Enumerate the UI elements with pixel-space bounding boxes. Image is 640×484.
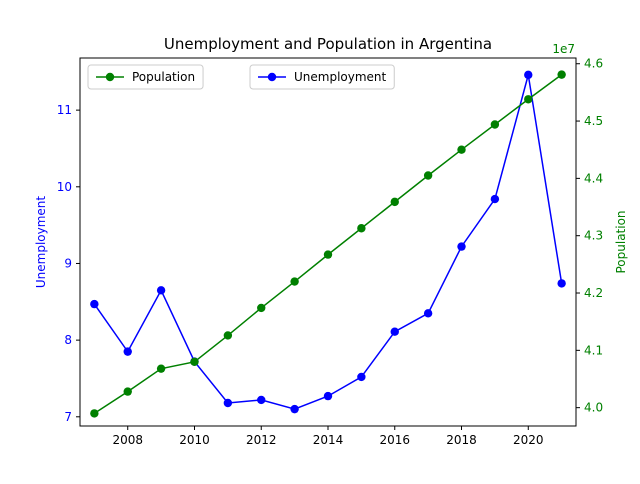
data-point-unemployment — [156, 286, 166, 295]
data-point-population — [190, 357, 199, 367]
data-point-population — [357, 224, 366, 233]
data-point-unemployment — [257, 395, 266, 405]
data-point-unemployment — [357, 372, 366, 382]
left-axis-label: Unemployment — [34, 196, 48, 289]
legend-unemployment: Unemployment — [249, 64, 395, 90]
data-point-population — [490, 120, 500, 129]
plot-layer: 2008 2010 2012 2014 2016 2018 2020 7 8 9 10 11 4.0 4.… — [57, 57, 603, 447]
right-y-tick-label: 4.2 — [584, 286, 603, 300]
data-point-unemployment — [90, 299, 99, 309]
data-point-unemployment — [390, 327, 399, 336]
data-point-population — [457, 145, 466, 154]
data-point-unemployment — [490, 194, 500, 204]
right-y-tick-label: 4.6 — [584, 57, 603, 71]
data-point-population — [123, 387, 132, 396]
data-point-population — [90, 409, 99, 418]
data-point-population — [390, 197, 399, 207]
data-point-unemployment — [423, 309, 433, 318]
data-point-unemployment — [457, 242, 466, 251]
left-y-tick-label: 11 — [57, 103, 72, 117]
x-tick-label: 2012 — [246, 433, 277, 447]
chart-title: Unemployment and Population in Argentina — [164, 35, 492, 53]
x-tick-label: 2014 — [313, 433, 344, 447]
data-point-population — [257, 303, 266, 313]
legend-label: Population — [132, 70, 195, 84]
x-tick-label: 2018 — [446, 433, 477, 447]
x-tick-label: 2008 — [112, 433, 143, 447]
data-point-unemployment — [524, 70, 533, 80]
data-point-unemployment — [223, 398, 233, 408]
legend-label: Unemployment — [294, 70, 387, 84]
right-y-tick-label: 4.1 — [584, 343, 603, 357]
right-y-tick-label: 4.5 — [584, 114, 603, 128]
left-y-tick-label: 9 — [64, 256, 72, 270]
data-point-population — [223, 331, 233, 340]
left-y-tick-label: 8 — [64, 333, 72, 347]
right-axis-offset-text: 1e7 — [552, 42, 575, 56]
data-point-population — [156, 364, 166, 373]
right-y-tick-label: 4.3 — [584, 229, 603, 243]
data-point-unemployment — [323, 391, 333, 401]
x-tick-label: 2020 — [513, 433, 544, 447]
data-point-population — [557, 70, 566, 79]
legend-marker-swatch — [267, 72, 277, 82]
right-y-tick-label: 4.4 — [584, 171, 603, 185]
legend-box — [249, 64, 395, 90]
data-point-unemployment — [123, 347, 132, 356]
data-point-population — [323, 250, 333, 259]
right-y-tick-label: 4.0 — [584, 401, 603, 415]
legend-marker-swatch — [105, 72, 115, 82]
data-point-population — [524, 95, 533, 104]
data-point-unemployment — [557, 279, 566, 288]
legend-box — [87, 64, 204, 90]
data-point-population — [423, 171, 433, 180]
left-y-tick-label: 7 — [64, 410, 72, 424]
left-y-tick-label: 10 — [57, 180, 72, 194]
legend-population: Population — [87, 64, 204, 90]
plot-frame — [79, 57, 577, 427]
data-point-unemployment — [290, 404, 299, 414]
right-axis-label: Population — [614, 210, 628, 273]
x-tick-label: 2010 — [179, 433, 210, 447]
data-point-population — [290, 277, 299, 286]
x-tick-label: 2016 — [379, 433, 410, 447]
